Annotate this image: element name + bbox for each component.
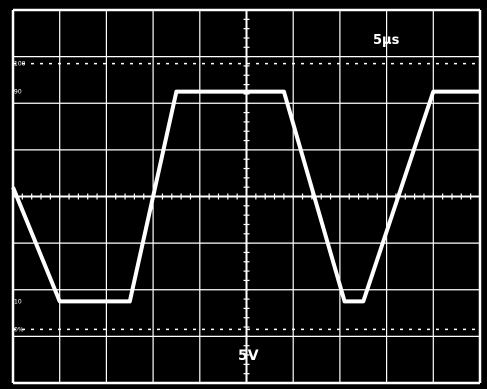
marker-0: 0%	[14, 326, 24, 333]
marker-100: 100	[14, 61, 26, 68]
marker-10: 10	[14, 298, 22, 305]
signal-trace	[11, 89, 480, 304]
marker-90: 90	[14, 89, 22, 96]
volts-label: 5V	[238, 348, 259, 364]
percent-markers: 100 90 10 0%	[14, 61, 26, 334]
graticule	[11, 8, 482, 385]
timebase-label: 5µs	[373, 33, 400, 48]
